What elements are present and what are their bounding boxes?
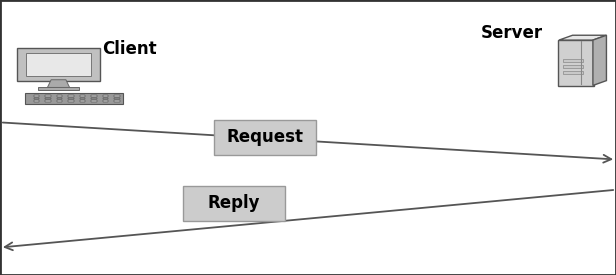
FancyBboxPatch shape [102, 98, 108, 99]
FancyBboxPatch shape [38, 87, 79, 90]
FancyBboxPatch shape [57, 100, 62, 102]
FancyBboxPatch shape [17, 48, 100, 81]
FancyBboxPatch shape [79, 100, 85, 102]
FancyBboxPatch shape [26, 53, 92, 76]
Text: Client: Client [102, 40, 156, 59]
FancyBboxPatch shape [102, 100, 108, 102]
FancyBboxPatch shape [91, 100, 97, 102]
FancyBboxPatch shape [57, 98, 62, 99]
FancyBboxPatch shape [68, 100, 74, 102]
Text: Reply: Reply [208, 194, 261, 213]
Text: Request: Request [227, 128, 304, 147]
Polygon shape [47, 80, 70, 87]
FancyBboxPatch shape [114, 100, 120, 102]
FancyBboxPatch shape [558, 40, 594, 86]
Polygon shape [593, 35, 606, 86]
FancyBboxPatch shape [564, 65, 583, 68]
FancyBboxPatch shape [114, 95, 120, 97]
FancyBboxPatch shape [102, 95, 108, 97]
FancyBboxPatch shape [34, 100, 39, 102]
FancyBboxPatch shape [34, 98, 39, 99]
FancyBboxPatch shape [68, 95, 74, 97]
FancyBboxPatch shape [57, 95, 62, 97]
FancyBboxPatch shape [79, 95, 85, 97]
FancyBboxPatch shape [184, 186, 285, 221]
FancyBboxPatch shape [25, 93, 123, 104]
Polygon shape [559, 35, 606, 40]
FancyBboxPatch shape [564, 71, 583, 74]
FancyBboxPatch shape [214, 120, 316, 155]
Text: Server: Server [480, 24, 543, 42]
FancyBboxPatch shape [46, 100, 51, 102]
FancyBboxPatch shape [91, 98, 97, 99]
FancyBboxPatch shape [79, 98, 85, 99]
FancyBboxPatch shape [68, 98, 74, 99]
FancyBboxPatch shape [564, 59, 583, 62]
FancyBboxPatch shape [91, 95, 97, 97]
FancyBboxPatch shape [46, 95, 51, 97]
FancyBboxPatch shape [114, 98, 120, 99]
FancyBboxPatch shape [34, 95, 39, 97]
FancyBboxPatch shape [46, 98, 51, 99]
